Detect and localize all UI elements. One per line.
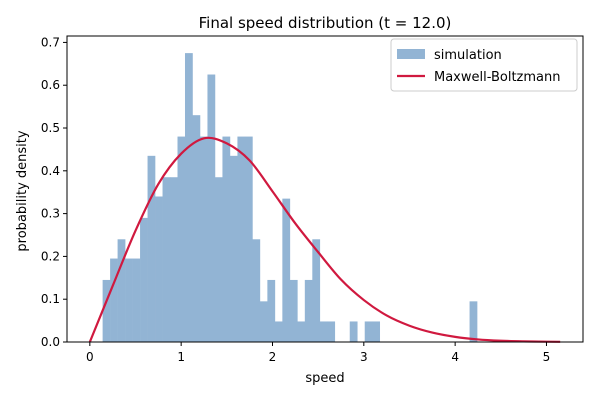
- x-axis-ticks: 0 1 2 3 4 5: [86, 342, 550, 364]
- maxwell-boltzmann-curve: [88, 136, 561, 343]
- x-tick-label: 5: [543, 350, 551, 364]
- histogram-bar: [155, 196, 163, 342]
- legend-box: [390, 38, 578, 92]
- histogram-bar: [132, 258, 141, 342]
- y-axis-label: probability density: [15, 130, 30, 251]
- histogram-bar: [469, 301, 478, 342]
- y-tick-label: 0.4: [41, 164, 60, 178]
- histogram-bar: [222, 136, 231, 342]
- x-tick-label: 1: [177, 350, 185, 364]
- x-tick-label: 4: [451, 350, 459, 364]
- histogram-bar: [297, 321, 306, 342]
- histogram-bar: [117, 239, 126, 342]
- y-tick-label: 0.6: [41, 78, 60, 92]
- y-tick-label: 0.1: [41, 292, 60, 306]
- histogram-bar: [207, 74, 216, 342]
- y-tick-label: 0.5: [41, 121, 60, 135]
- histogram-bar: [364, 321, 373, 342]
- histogram-bar: [125, 258, 133, 342]
- y-axis-ticks: 0.0 0.1 0.2 0.3 0.4 0.5 0.6 0.7: [41, 35, 67, 349]
- histogram-bar: [110, 258, 118, 342]
- histogram-bar: [274, 321, 283, 342]
- histogram-bar: [327, 321, 336, 342]
- x-axis-label: speed: [305, 371, 344, 386]
- histogram-bar: [140, 217, 148, 342]
- histogram-bar: [252, 239, 261, 342]
- histogram-bar: [162, 177, 171, 342]
- histogram-bar: [229, 155, 238, 342]
- y-tick-label: 0.7: [41, 35, 60, 49]
- legend-label-simulation: simulation: [434, 48, 502, 63]
- histogram-bar: [289, 279, 298, 342]
- y-tick-label: 0.0: [41, 335, 60, 349]
- y-tick-label: 0.2: [41, 249, 60, 263]
- histogram-bar: [319, 321, 328, 342]
- y-tick-label: 0.3: [41, 207, 60, 221]
- histogram-bar: [199, 136, 208, 342]
- histogram-bar: [184, 53, 193, 342]
- histogram-bar: [304, 279, 313, 342]
- histogram-bars: [102, 53, 478, 342]
- legend-swatch-simulation: [397, 49, 425, 59]
- histogram-bar: [214, 177, 223, 342]
- histogram-bar: [349, 321, 358, 342]
- histogram-bar: [267, 279, 276, 342]
- histogram-bar: [170, 177, 178, 342]
- x-tick-label: 0: [86, 350, 94, 364]
- histogram-bar: [312, 239, 321, 342]
- histogram-bar: [259, 301, 268, 342]
- chart-title: Final speed distribution (t = 12.0): [199, 14, 452, 32]
- legend-label-maxwell-boltzmann: Maxwell-Boltzmann: [434, 70, 560, 85]
- legend: simulation Maxwell-Boltzmann: [390, 38, 578, 92]
- histogram-bar: [282, 198, 291, 342]
- histogram-bar: [177, 136, 186, 342]
- x-tick-label: 3: [360, 350, 368, 364]
- histogram-bar: [244, 136, 253, 342]
- histogram-bar: [372, 321, 381, 342]
- histogram-bar: [102, 279, 111, 342]
- x-tick-label: 2: [269, 350, 277, 364]
- plot-frame: [66, 35, 584, 343]
- histogram-bar: [147, 155, 156, 342]
- histogram-bar: [237, 136, 246, 342]
- histogram-bar: [192, 115, 201, 342]
